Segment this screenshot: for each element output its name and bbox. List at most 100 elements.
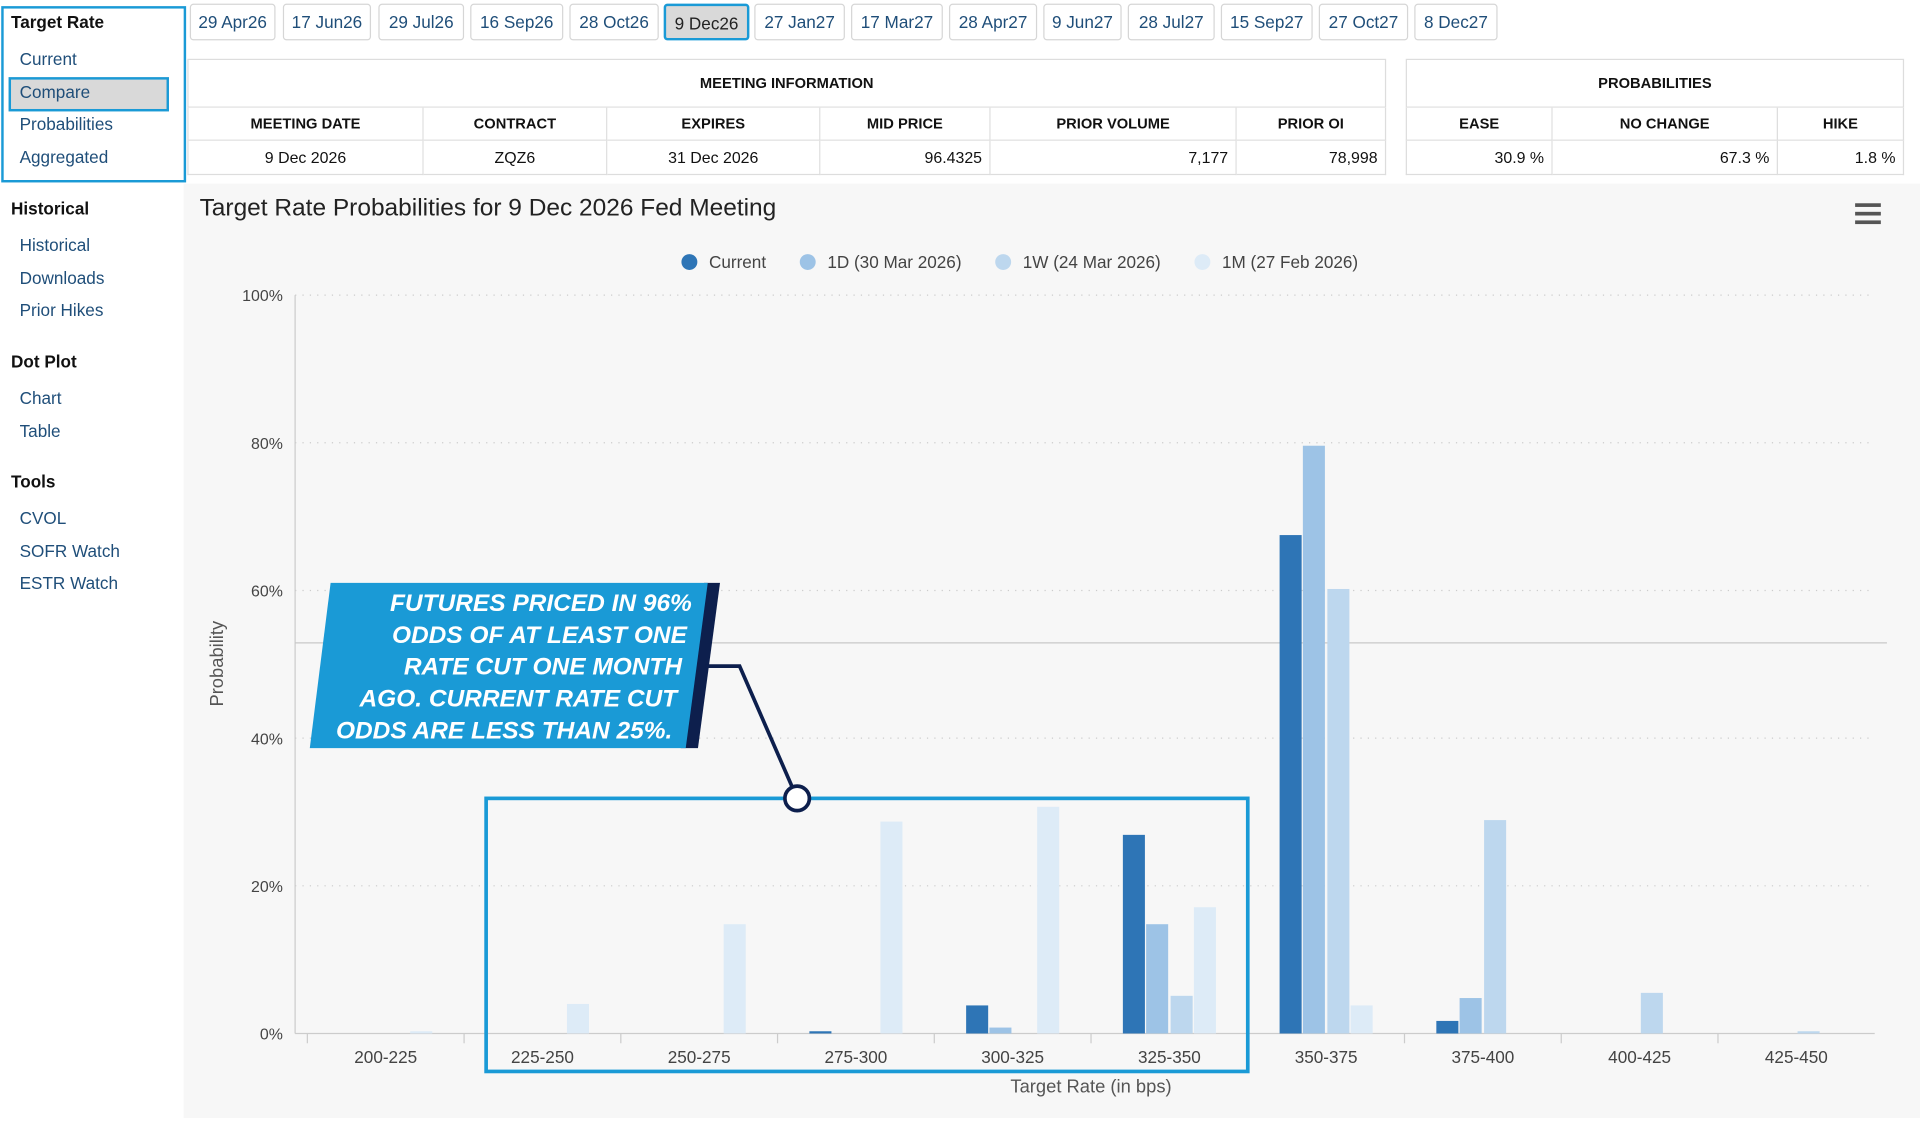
- menu-icon: [1855, 211, 1881, 216]
- callout-text: RATE CUT ONE MONTH: [404, 654, 684, 681]
- callout-connector: [705, 664, 799, 800]
- date-tab[interactable]: 27 Jan27: [754, 3, 845, 41]
- x-tick-label: 300-325: [981, 1047, 1044, 1067]
- legend-marker: [1194, 254, 1211, 271]
- nav-link[interactable]: SOFR Watch: [19, 540, 120, 561]
- column-header: EASE: [1405, 107, 1553, 141]
- date-tab[interactable]: 28 Apr27: [948, 3, 1038, 41]
- y-tick-label: 60%: [251, 584, 283, 601]
- bar: [1170, 995, 1193, 1034]
- bar: [723, 924, 746, 1034]
- bar: [1037, 806, 1060, 1034]
- date-tab[interactable]: 28 Jul27: [1127, 3, 1215, 41]
- table-cell: 78,998: [1236, 140, 1387, 176]
- x-axis-title: Target Rate (in bps): [1010, 1075, 1171, 1096]
- bar: [1193, 907, 1216, 1034]
- date-tab[interactable]: 8 Dec27: [1414, 3, 1498, 41]
- bar: [566, 1003, 589, 1034]
- callout-dot: [783, 784, 812, 813]
- y-axis-title: Probability: [206, 620, 227, 707]
- nav-link[interactable]: Historical: [19, 235, 91, 255]
- date-tab[interactable]: 9 Dec26: [663, 3, 750, 41]
- bar: [1640, 992, 1663, 1034]
- bar: [1279, 535, 1302, 1034]
- date-tab[interactable]: 29 Jul26: [378, 3, 465, 41]
- x-tick-label: 375-400: [1451, 1047, 1514, 1067]
- nav-section-title: Tools: [11, 471, 56, 492]
- column-header: CONTRACT: [423, 107, 608, 141]
- column-header: MEETING DATE: [187, 107, 424, 141]
- nav-link[interactable]: Chart: [19, 388, 62, 408]
- y-tick-label: 20%: [251, 879, 283, 896]
- x-tick-label: 325-350: [1138, 1047, 1201, 1067]
- x-tick-label: 250-275: [668, 1047, 731, 1067]
- date-tab[interactable]: 9 Jun27: [1043, 3, 1122, 41]
- date-tab[interactable]: 16 Sep26: [470, 3, 564, 41]
- nav-section-title: Historical: [11, 198, 90, 218]
- bar: [880, 821, 903, 1034]
- bar: [1350, 1005, 1373, 1034]
- column-header: NO CHANGE: [1552, 107, 1778, 141]
- table-cell: 1.8 %: [1777, 140, 1905, 176]
- callout-text: ODDS ARE LESS THAN 25%.: [336, 717, 672, 744]
- table-cell: ZQZ6: [423, 140, 608, 176]
- table-cell: 7,177: [990, 140, 1237, 176]
- bar: [1327, 588, 1350, 1034]
- x-tick-label: 350-375: [1295, 1047, 1358, 1067]
- nav-section-title: Target Rate: [11, 12, 105, 32]
- date-tab[interactable]: 28 Oct26: [569, 3, 659, 41]
- bar: [809, 1031, 832, 1034]
- menu-icon: [1855, 220, 1881, 225]
- column-header: EXPIRES: [607, 107, 821, 141]
- column-header: MID PRICE: [820, 107, 991, 141]
- nav-link[interactable]: Downloads: [19, 267, 105, 288]
- legend-label: Current: [709, 252, 766, 272]
- bar: [1484, 820, 1507, 1034]
- chart-title: Target Rate Probabilities for 9 Dec 2026…: [200, 195, 777, 222]
- table-cell: 30.9 %: [1405, 140, 1553, 176]
- legend-label: 1W (24 Mar 2026): [1023, 252, 1161, 272]
- x-tick-label: 425-450: [1765, 1047, 1828, 1067]
- nav-selected-box: [8, 77, 169, 112]
- date-tab[interactable]: 17 Mar27: [851, 3, 943, 41]
- nav-link[interactable]: ESTR Watch: [19, 573, 119, 593]
- legend-marker: [681, 254, 698, 271]
- bar: [1146, 924, 1169, 1034]
- column-header: PRIOR OI: [1236, 107, 1387, 141]
- column-header: PRIOR VOLUME: [990, 107, 1237, 141]
- callout-box: [309, 582, 708, 749]
- legend-label: 1D (30 Mar 2026): [827, 252, 961, 272]
- highlight-box: [484, 796, 1250, 1074]
- table-cell: 96.4325: [820, 140, 991, 176]
- bar: [1797, 1031, 1820, 1034]
- table-cell: 67.3 %: [1552, 140, 1778, 176]
- x-tick-label: 400-425: [1608, 1047, 1671, 1067]
- date-tab[interactable]: 17 Jun26: [282, 3, 372, 41]
- bar: [1302, 445, 1325, 1034]
- date-tab[interactable]: 15 Sep27: [1220, 3, 1313, 41]
- date-tab[interactable]: 27 Oct27: [1318, 3, 1409, 41]
- legend-label: 1M (27 Feb 2026): [1222, 252, 1358, 272]
- nav-link[interactable]: Current: [19, 48, 77, 69]
- callout-text: ODDS OF AT LEAST ONE: [392, 622, 688, 649]
- bar: [989, 1027, 1012, 1034]
- menu-icon: [1855, 203, 1881, 207]
- y-tick-label: 40%: [251, 731, 283, 748]
- legend-marker: [995, 254, 1012, 271]
- nav-link[interactable]: Prior Hikes: [19, 300, 104, 320]
- nav-link[interactable]: Aggregated: [19, 146, 109, 166]
- nav-link[interactable]: CVOL: [19, 508, 67, 528]
- callout-text: FUTURES PRICED IN 96%: [390, 590, 692, 617]
- bar: [1459, 998, 1482, 1034]
- nav-link[interactable]: Table: [19, 420, 61, 441]
- y-tick-label: 80%: [251, 436, 283, 453]
- bar: [1436, 1020, 1459, 1034]
- table-title: PROBABILITIES: [1405, 58, 1905, 108]
- nav-link[interactable]: Compare: [19, 81, 91, 102]
- date-tab[interactable]: 29 Apr26: [189, 3, 276, 41]
- nav-link[interactable]: Probabilities: [19, 113, 113, 134]
- bar: [410, 1031, 433, 1034]
